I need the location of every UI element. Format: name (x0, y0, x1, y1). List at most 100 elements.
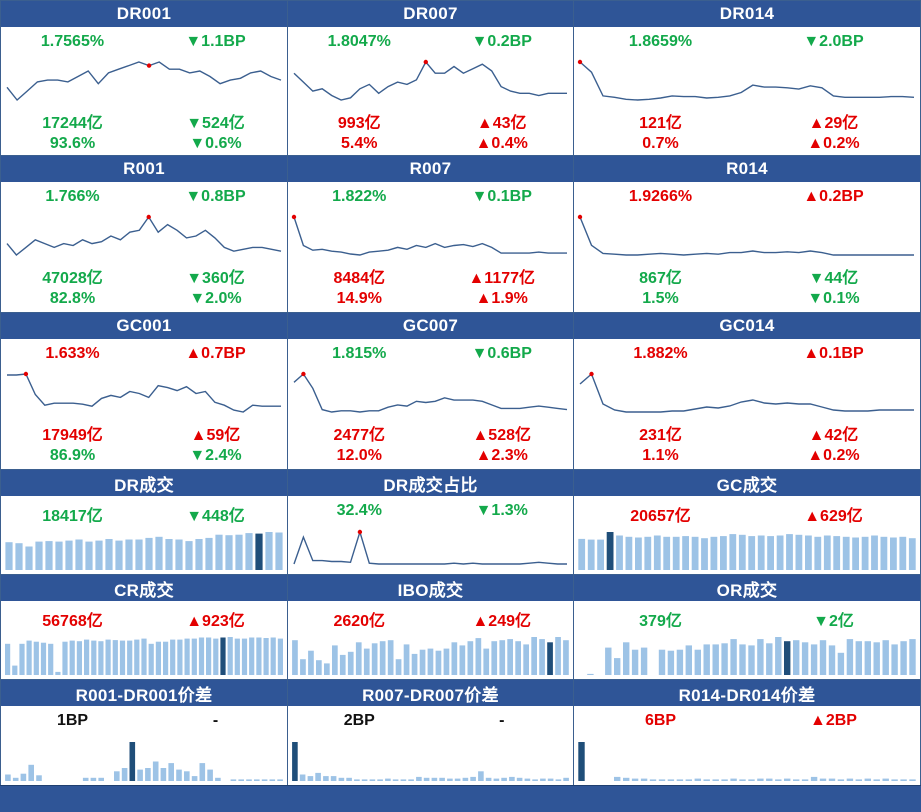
line-chart (579, 371, 914, 413)
panel-title: GC014 (574, 313, 920, 339)
primary-stat-value: 2620亿 (333, 613, 386, 630)
bar (667, 650, 675, 675)
bar (890, 537, 897, 570)
bar (712, 644, 719, 675)
bar (408, 779, 414, 781)
footer-bar (0, 785, 921, 812)
primary-stat: 1.766% ▼0.8BP (1, 188, 287, 210)
bar (75, 539, 83, 570)
bar (516, 777, 523, 781)
bar (168, 763, 174, 781)
bar (339, 654, 346, 675)
bar (900, 779, 907, 781)
panel-title: R014-DR014价差 (574, 680, 920, 706)
bar (137, 769, 143, 781)
panel-dr014: DR014 1.8659% ▼2.0BP 121亿 ▲29亿 0.7% ▲0.2% (573, 0, 921, 156)
bar (475, 638, 482, 675)
bar (361, 779, 368, 781)
bar-latest (784, 641, 791, 675)
bar (48, 643, 54, 675)
bar (653, 535, 661, 570)
primary-stat-change: ▲629亿 (804, 508, 863, 525)
bar (55, 671, 61, 675)
bar (776, 535, 784, 570)
primary-stat-value: 32.4% (336, 502, 382, 519)
primary-stat: 1.8659% ▼2.0BP (574, 33, 920, 55)
share-stat-change: ▲0.4% (475, 135, 528, 152)
bar (148, 643, 154, 675)
bar (828, 778, 836, 781)
peak-marker (357, 529, 363, 535)
bar (539, 639, 545, 675)
bar (76, 641, 82, 675)
primary-stat-value: 56768亿 (42, 613, 103, 630)
bar (523, 644, 529, 675)
bar (25, 546, 33, 570)
share-stat-change: ▼0.1% (807, 290, 860, 307)
bar (855, 641, 862, 675)
peak-marker (589, 371, 594, 377)
series-line (579, 61, 915, 101)
panel-title: IBO成交 (288, 575, 573, 601)
series-line (6, 215, 282, 256)
bar (105, 639, 111, 675)
share-stat: 93.6% ▼0.6% (1, 135, 287, 155)
volume-stat-change: ▲1177亿 (468, 270, 536, 287)
bar (823, 535, 831, 570)
panel-r001: R001 1.766% ▼0.8BP 47028亿 ▼360亿 82.8% ▼2.0% (0, 155, 288, 313)
bar (69, 640, 75, 675)
share-stat: 1.5% ▼0.1% (574, 290, 920, 312)
bar-latest (606, 532, 614, 570)
bar (909, 639, 916, 675)
bar (467, 641, 474, 675)
share-stat-change: ▲1.9% (475, 290, 528, 307)
bar (332, 645, 338, 675)
bar (597, 539, 604, 570)
bar (263, 638, 269, 675)
bar (757, 778, 764, 781)
bar (206, 637, 212, 675)
primary-stat: 1.882% ▲0.1BP (574, 345, 920, 367)
bar (308, 650, 314, 675)
volume-stat-value: 17949亿 (42, 427, 103, 444)
bar (33, 641, 39, 675)
peak-marker (146, 214, 151, 220)
bar (730, 778, 737, 781)
bar (909, 779, 916, 781)
line-chart (293, 59, 567, 101)
volume-stat-change: ▼360亿 (186, 270, 245, 287)
line-chart (6, 214, 282, 256)
bar (757, 535, 765, 570)
bar (644, 536, 652, 570)
primary-stat-value: 1.9266% (628, 188, 693, 205)
series-line (7, 373, 281, 413)
panel-dr_vol: DR成交 18417亿 ▼448亿 (0, 469, 288, 575)
series-line (293, 372, 568, 413)
volume-stat-value: 47028亿 (42, 270, 103, 287)
bar (230, 779, 237, 781)
bar (20, 773, 27, 781)
panel-dr007: DR007 1.8047% ▼0.2BP 993亿 ▲43亿 5.4% ▲0.4% (287, 0, 574, 156)
bar (614, 658, 621, 675)
bar (176, 769, 182, 781)
panel-title: DR成交占比 (288, 470, 573, 496)
bar (483, 648, 490, 675)
bar (134, 639, 140, 675)
bar (225, 535, 233, 570)
primary-stat-value: 20657亿 (630, 508, 691, 525)
peak-marker (577, 59, 583, 65)
bar (578, 538, 586, 570)
line-chart (6, 61, 282, 102)
peak-marker (146, 63, 152, 68)
panel-title: R001 (1, 156, 287, 182)
primary-stat-value: 1.882% (633, 345, 688, 362)
bar (121, 768, 128, 781)
bar (882, 640, 889, 675)
bar (5, 774, 11, 781)
volume-stat-change: ▲42亿 (808, 427, 859, 444)
bar (400, 779, 407, 781)
primary-stat: 1.8047% ▼0.2BP (288, 33, 573, 55)
peak-marker (23, 371, 29, 377)
primary-stat-change: ▲0.7BP (185, 345, 246, 362)
primary-stat-change: ▲0.2BP (803, 188, 864, 205)
